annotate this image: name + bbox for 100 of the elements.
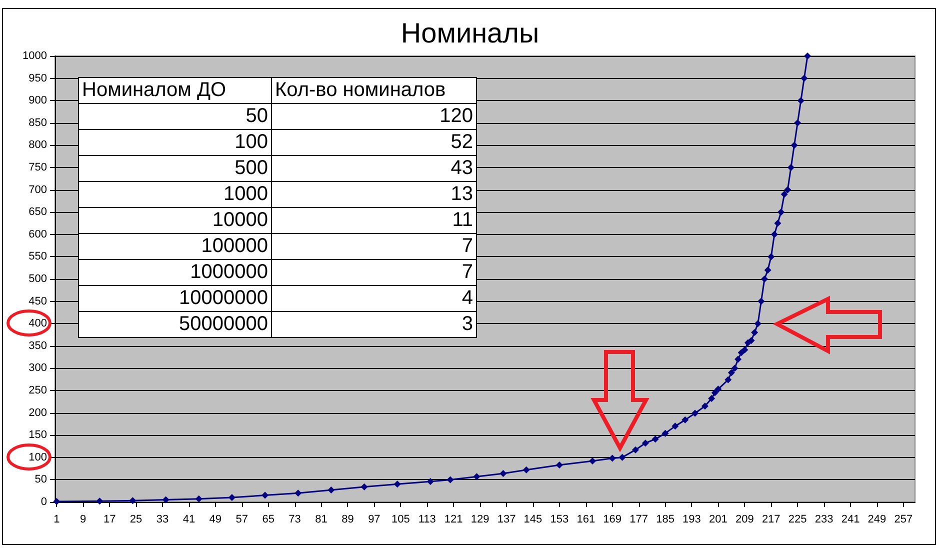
y-tick-label: 1000 bbox=[22, 50, 47, 62]
x-tick-label: 145 bbox=[524, 514, 542, 526]
point bbox=[770, 230, 778, 238]
point bbox=[784, 186, 792, 194]
category-label: 50 bbox=[78, 104, 272, 130]
point bbox=[632, 446, 639, 454]
data-label: 120 bbox=[272, 104, 476, 130]
point bbox=[774, 220, 782, 227]
y-tick-label: 750 bbox=[28, 162, 47, 174]
category-label: 10000000 bbox=[78, 286, 272, 312]
x-tick-label: 209 bbox=[735, 514, 754, 526]
data-label: 7 bbox=[272, 234, 476, 260]
x-tick-label: 17 bbox=[103, 514, 116, 526]
x-tick-label: 97 bbox=[368, 514, 380, 526]
y-tick-label: 600 bbox=[28, 228, 47, 240]
point bbox=[522, 466, 530, 474]
point bbox=[692, 410, 699, 417]
point bbox=[262, 492, 269, 499]
point bbox=[556, 461, 563, 468]
data-label: 43 bbox=[272, 156, 476, 182]
point bbox=[426, 478, 434, 485]
x-tick-label: 169 bbox=[603, 514, 622, 526]
x-tick-label: 233 bbox=[814, 514, 834, 526]
y-tick-label: 850 bbox=[28, 116, 47, 129]
x-tick-label: 137 bbox=[497, 514, 516, 526]
y-tick-label: 900 bbox=[28, 94, 47, 107]
point bbox=[682, 416, 689, 424]
y-tick-label: 400 bbox=[28, 318, 47, 330]
point bbox=[768, 253, 775, 260]
data-label: 4 bbox=[272, 286, 476, 312]
data-label: 52 bbox=[272, 130, 476, 156]
chart-title: Номиналы bbox=[400, 18, 540, 48]
category-label: 100000 bbox=[78, 234, 272, 260]
text: Кол-во номиналов bbox=[272, 78, 476, 104]
point bbox=[734, 356, 742, 363]
category-label: 100 bbox=[78, 130, 272, 156]
point bbox=[764, 266, 772, 274]
point bbox=[714, 386, 722, 393]
point bbox=[608, 454, 616, 462]
x-tick-label: 225 bbox=[788, 514, 807, 526]
x-tick-label: 57 bbox=[236, 514, 248, 526]
x-tick-label: 249 bbox=[868, 514, 886, 526]
text: Номиналом ДО bbox=[78, 78, 272, 104]
x-tick-label: 121 bbox=[444, 514, 463, 526]
point bbox=[787, 164, 794, 171]
y-tick-label: 100 bbox=[28, 451, 47, 464]
y-tick-label: 0 bbox=[40, 496, 47, 508]
point bbox=[652, 436, 659, 443]
x-tick-label: 49 bbox=[209, 514, 222, 526]
y-tick-label: 350 bbox=[28, 340, 47, 352]
point bbox=[394, 480, 401, 488]
x-tick-label: 177 bbox=[630, 514, 648, 526]
point bbox=[800, 74, 808, 82]
y-tick-label: 500 bbox=[28, 273, 47, 285]
point bbox=[446, 476, 454, 484]
point bbox=[618, 454, 626, 461]
y-tick-label: 950 bbox=[28, 72, 47, 84]
point bbox=[360, 483, 368, 490]
point bbox=[728, 369, 735, 376]
category-label: 1000 bbox=[78, 182, 272, 208]
data-label: 7 bbox=[272, 260, 476, 286]
point bbox=[642, 440, 649, 447]
y-tick-label: 300 bbox=[28, 362, 47, 374]
x-tick-label: 129 bbox=[470, 514, 490, 526]
point bbox=[794, 119, 802, 126]
y-tick-label: 700 bbox=[28, 184, 47, 196]
point bbox=[708, 395, 716, 402]
y-tick-label: 450 bbox=[28, 295, 47, 308]
point bbox=[195, 495, 202, 502]
point bbox=[228, 494, 236, 502]
x-tick-label: 217 bbox=[762, 514, 780, 526]
point bbox=[751, 329, 758, 336]
point bbox=[129, 497, 136, 504]
data-label: 13 bbox=[272, 182, 476, 208]
point bbox=[294, 490, 302, 497]
x-tick-label: 73 bbox=[288, 514, 301, 526]
point bbox=[731, 364, 738, 372]
point bbox=[804, 52, 811, 60]
x-tick-label: 41 bbox=[182, 514, 196, 526]
x-tick-label: 113 bbox=[418, 514, 436, 526]
data-label: 3 bbox=[272, 312, 476, 338]
category-label: 50000000 bbox=[78, 312, 272, 338]
point bbox=[701, 402, 708, 410]
point bbox=[761, 276, 768, 282]
category-label: 1000000 bbox=[78, 260, 272, 286]
point bbox=[589, 457, 596, 464]
y-tick-label: 150 bbox=[28, 429, 47, 442]
point bbox=[780, 190, 788, 198]
x-tick-label: 161 bbox=[576, 514, 596, 526]
y-tick-label: 250 bbox=[28, 384, 47, 396]
y-tick-label: 650 bbox=[28, 206, 47, 218]
point bbox=[96, 498, 104, 505]
x-tick-label: 185 bbox=[656, 514, 674, 526]
data-label: 11 bbox=[272, 208, 476, 234]
point bbox=[500, 470, 507, 477]
x-tick-label: 81 bbox=[315, 514, 328, 526]
x-tick-label: 9 bbox=[80, 514, 86, 526]
point bbox=[711, 389, 718, 396]
point bbox=[790, 142, 798, 149]
point bbox=[724, 376, 732, 384]
